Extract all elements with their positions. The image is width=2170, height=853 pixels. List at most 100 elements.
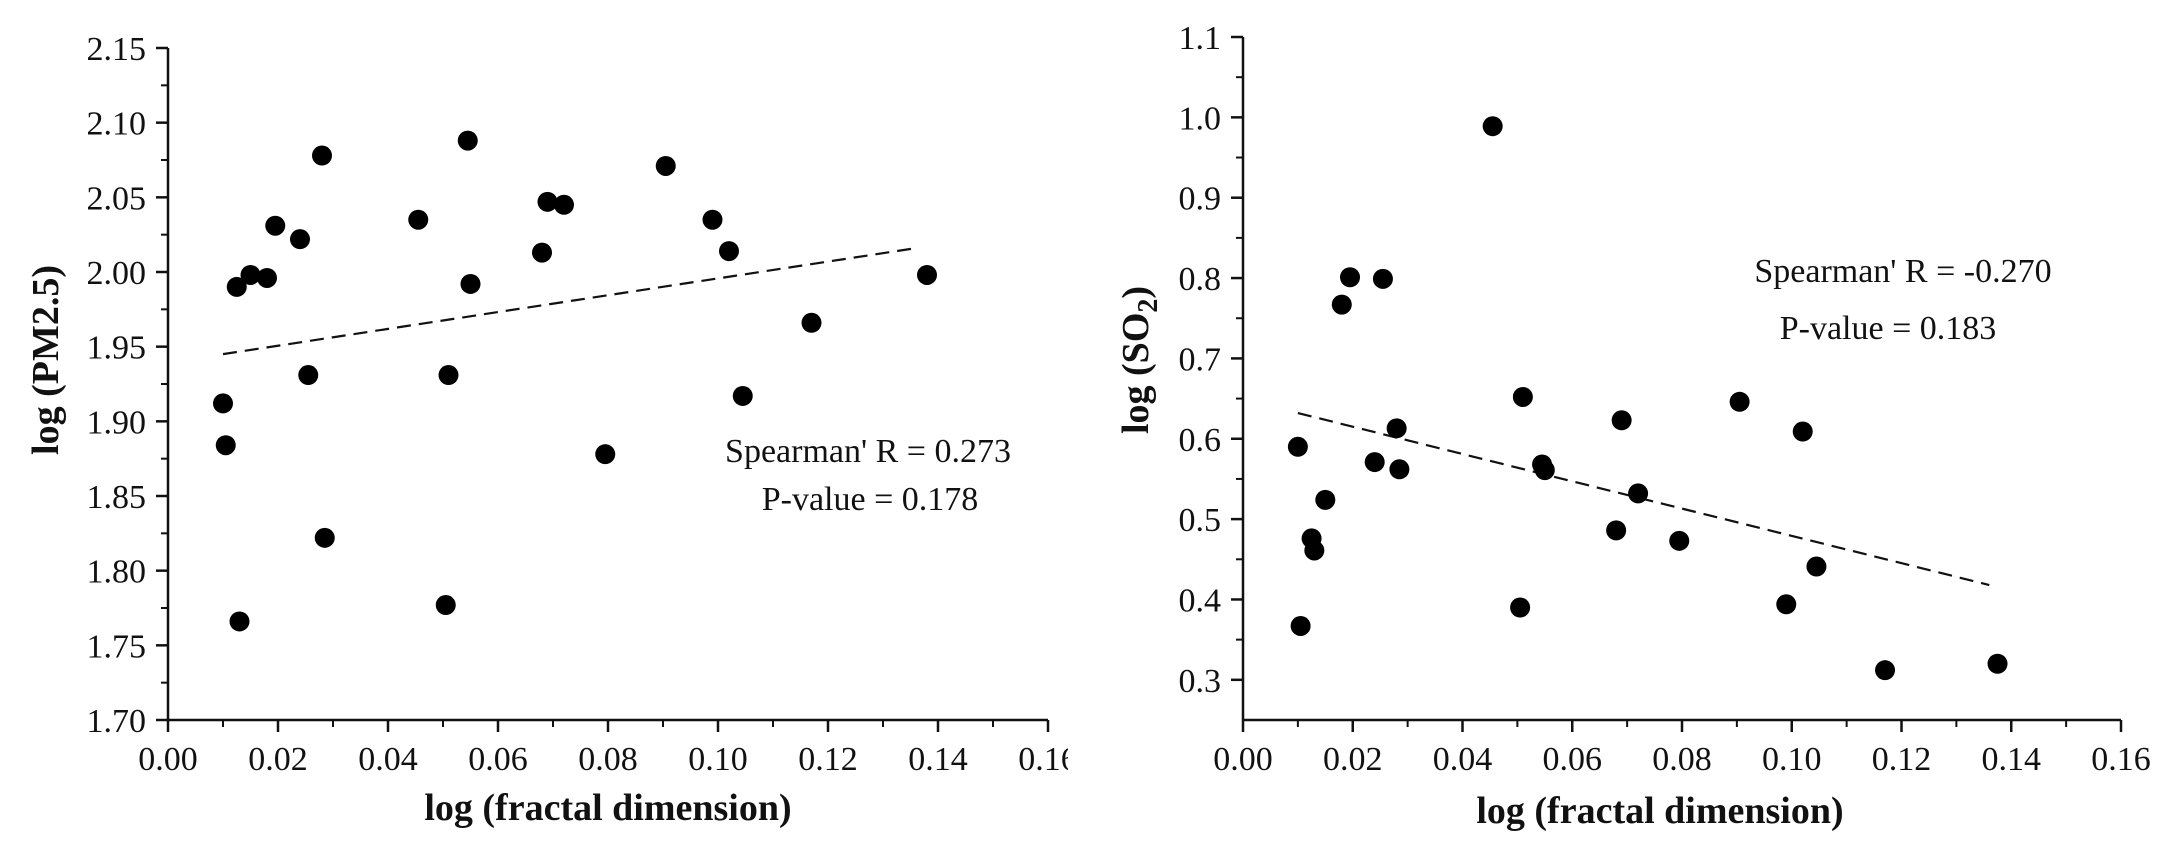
data-point xyxy=(1606,520,1627,541)
x-tick-label: 0.04 xyxy=(1433,741,1493,778)
x-tick-label: 0.08 xyxy=(578,741,638,778)
x-axis-label: log (fractal dimension) xyxy=(424,787,791,829)
data-point xyxy=(1372,268,1393,289)
y-tick-label: 0.7 xyxy=(1179,341,1222,378)
y-tick-label: 0.3 xyxy=(1179,663,1222,700)
data-point xyxy=(1875,660,1896,681)
data-point xyxy=(1611,410,1632,431)
data-point xyxy=(1806,556,1827,577)
y-tick-label: 1.80 xyxy=(87,554,147,591)
y-tick-label: 0.4 xyxy=(1179,582,1222,619)
x-tick-label: 0.16 xyxy=(2091,741,2151,778)
data-point xyxy=(732,385,753,406)
data-point xyxy=(1287,436,1308,457)
data-point xyxy=(655,155,676,176)
data-point xyxy=(298,365,319,386)
data-point xyxy=(314,527,335,548)
x-tick-label: 0.14 xyxy=(1982,741,2042,778)
y-tick-label: 0.6 xyxy=(1179,422,1222,459)
x-tick-label: 0.00 xyxy=(1213,741,1273,778)
data-point xyxy=(1315,489,1336,510)
data-point xyxy=(1389,459,1410,480)
data-point xyxy=(1534,460,1555,481)
axes: 0.00 0.02 0.04 0.06 0.08 0.10 0.12 0.14 0.16 0.3 0… xyxy=(1179,20,2151,778)
data-point xyxy=(257,267,277,288)
data-point xyxy=(408,209,429,230)
x-tick-label: 0.12 xyxy=(798,741,858,778)
data-point xyxy=(1987,653,2008,674)
y-tick-label: 1.85 xyxy=(87,479,147,516)
x-tick-label: 0.00 xyxy=(138,741,198,778)
x-axis-label: log (fractal dimension) xyxy=(1476,790,1843,832)
data-point xyxy=(290,229,310,250)
data-point xyxy=(702,209,723,230)
data-point xyxy=(265,215,286,236)
chart-so2: 0.00 0.02 0.04 0.06 0.08 0.10 0.12 0.14 0.16 0.3 0… xyxy=(1115,20,2151,832)
y-tick-label: 1.1 xyxy=(1179,20,1222,57)
data-point xyxy=(1386,418,1407,439)
data-point xyxy=(460,273,481,294)
y-tick-label: 1.95 xyxy=(87,330,147,367)
x-tick-label: 0.06 xyxy=(1543,741,1603,778)
chart-pm25: 0.00 0.02 0.04 0.06 0.08 0.10 0.12 0.14 0.16 1.70… xyxy=(25,31,1078,829)
y-tick-label: 0.9 xyxy=(1179,181,1222,218)
x-tick-label: 0.08 xyxy=(1652,741,1712,778)
data-point xyxy=(554,194,574,215)
data-point xyxy=(537,191,558,212)
data-point xyxy=(1669,530,1690,551)
data-point xyxy=(1510,597,1531,618)
data-point xyxy=(1729,391,1750,412)
y-tick-label: 1.0 xyxy=(1179,100,1222,137)
y-tick-label: 2.00 xyxy=(87,255,147,292)
x-tick-label: 0.04 xyxy=(358,741,418,778)
x-tick-label: 0.06 xyxy=(468,741,528,778)
data-point xyxy=(215,435,236,456)
y-axis-label-subscript: 2 xyxy=(1133,299,1164,313)
data-point xyxy=(438,365,459,386)
y-axis-label: log (SO2) xyxy=(1115,286,1164,434)
y-tick-label: 2.05 xyxy=(87,180,147,217)
trend-line xyxy=(222,247,917,356)
data-point xyxy=(1364,452,1385,473)
marks xyxy=(213,130,937,632)
data-point xyxy=(457,130,478,151)
data-point xyxy=(213,393,233,414)
data-point xyxy=(1304,540,1325,561)
axes: 0.00 0.02 0.04 0.06 0.08 0.10 0.12 0.14 0.16 1.70… xyxy=(87,31,1078,778)
data-point xyxy=(1482,116,1503,137)
data-point xyxy=(226,276,247,297)
y-tick-label: 0.5 xyxy=(1179,502,1222,539)
data-point xyxy=(532,242,552,263)
y-tick-label: 0.8 xyxy=(1179,261,1222,298)
data-point xyxy=(240,264,261,285)
p-value-annotation: P-value = 0.183 xyxy=(1780,310,1997,347)
y-tick-label: 1.90 xyxy=(87,404,147,441)
data-point xyxy=(801,312,822,333)
p-value-annotation: P-value = 0.178 xyxy=(762,481,979,518)
spearman-annotation: Spearman' R = -0.270 xyxy=(1754,253,2051,290)
x-tick-label: 0.16 xyxy=(1018,741,1078,778)
x-tick-label: 0.02 xyxy=(248,741,308,778)
marks xyxy=(1287,116,2008,681)
data-point xyxy=(1628,483,1649,504)
y-tick-label: 1.70 xyxy=(87,703,147,740)
x-tick-label: 0.10 xyxy=(688,741,748,778)
x-tick-label: 0.10 xyxy=(1762,741,1822,778)
data-point xyxy=(435,595,456,616)
data-point xyxy=(595,444,616,465)
data-point xyxy=(917,264,937,285)
data-point xyxy=(719,241,739,262)
x-tick-label: 0.12 xyxy=(1872,741,1932,778)
data-point xyxy=(229,611,250,632)
data-point xyxy=(1290,615,1311,636)
y-tick-label: 1.75 xyxy=(87,628,147,665)
data-point xyxy=(1792,421,1813,442)
x-tick-label: 0.14 xyxy=(908,741,968,778)
data-point xyxy=(312,145,332,166)
x-tick-label: 0.02 xyxy=(1323,741,1383,778)
data-point xyxy=(1340,267,1361,288)
y-tick-label: 2.10 xyxy=(87,106,147,143)
spearman-annotation: Spearman' R = 0.273 xyxy=(725,433,1011,470)
data-point xyxy=(1776,594,1797,615)
